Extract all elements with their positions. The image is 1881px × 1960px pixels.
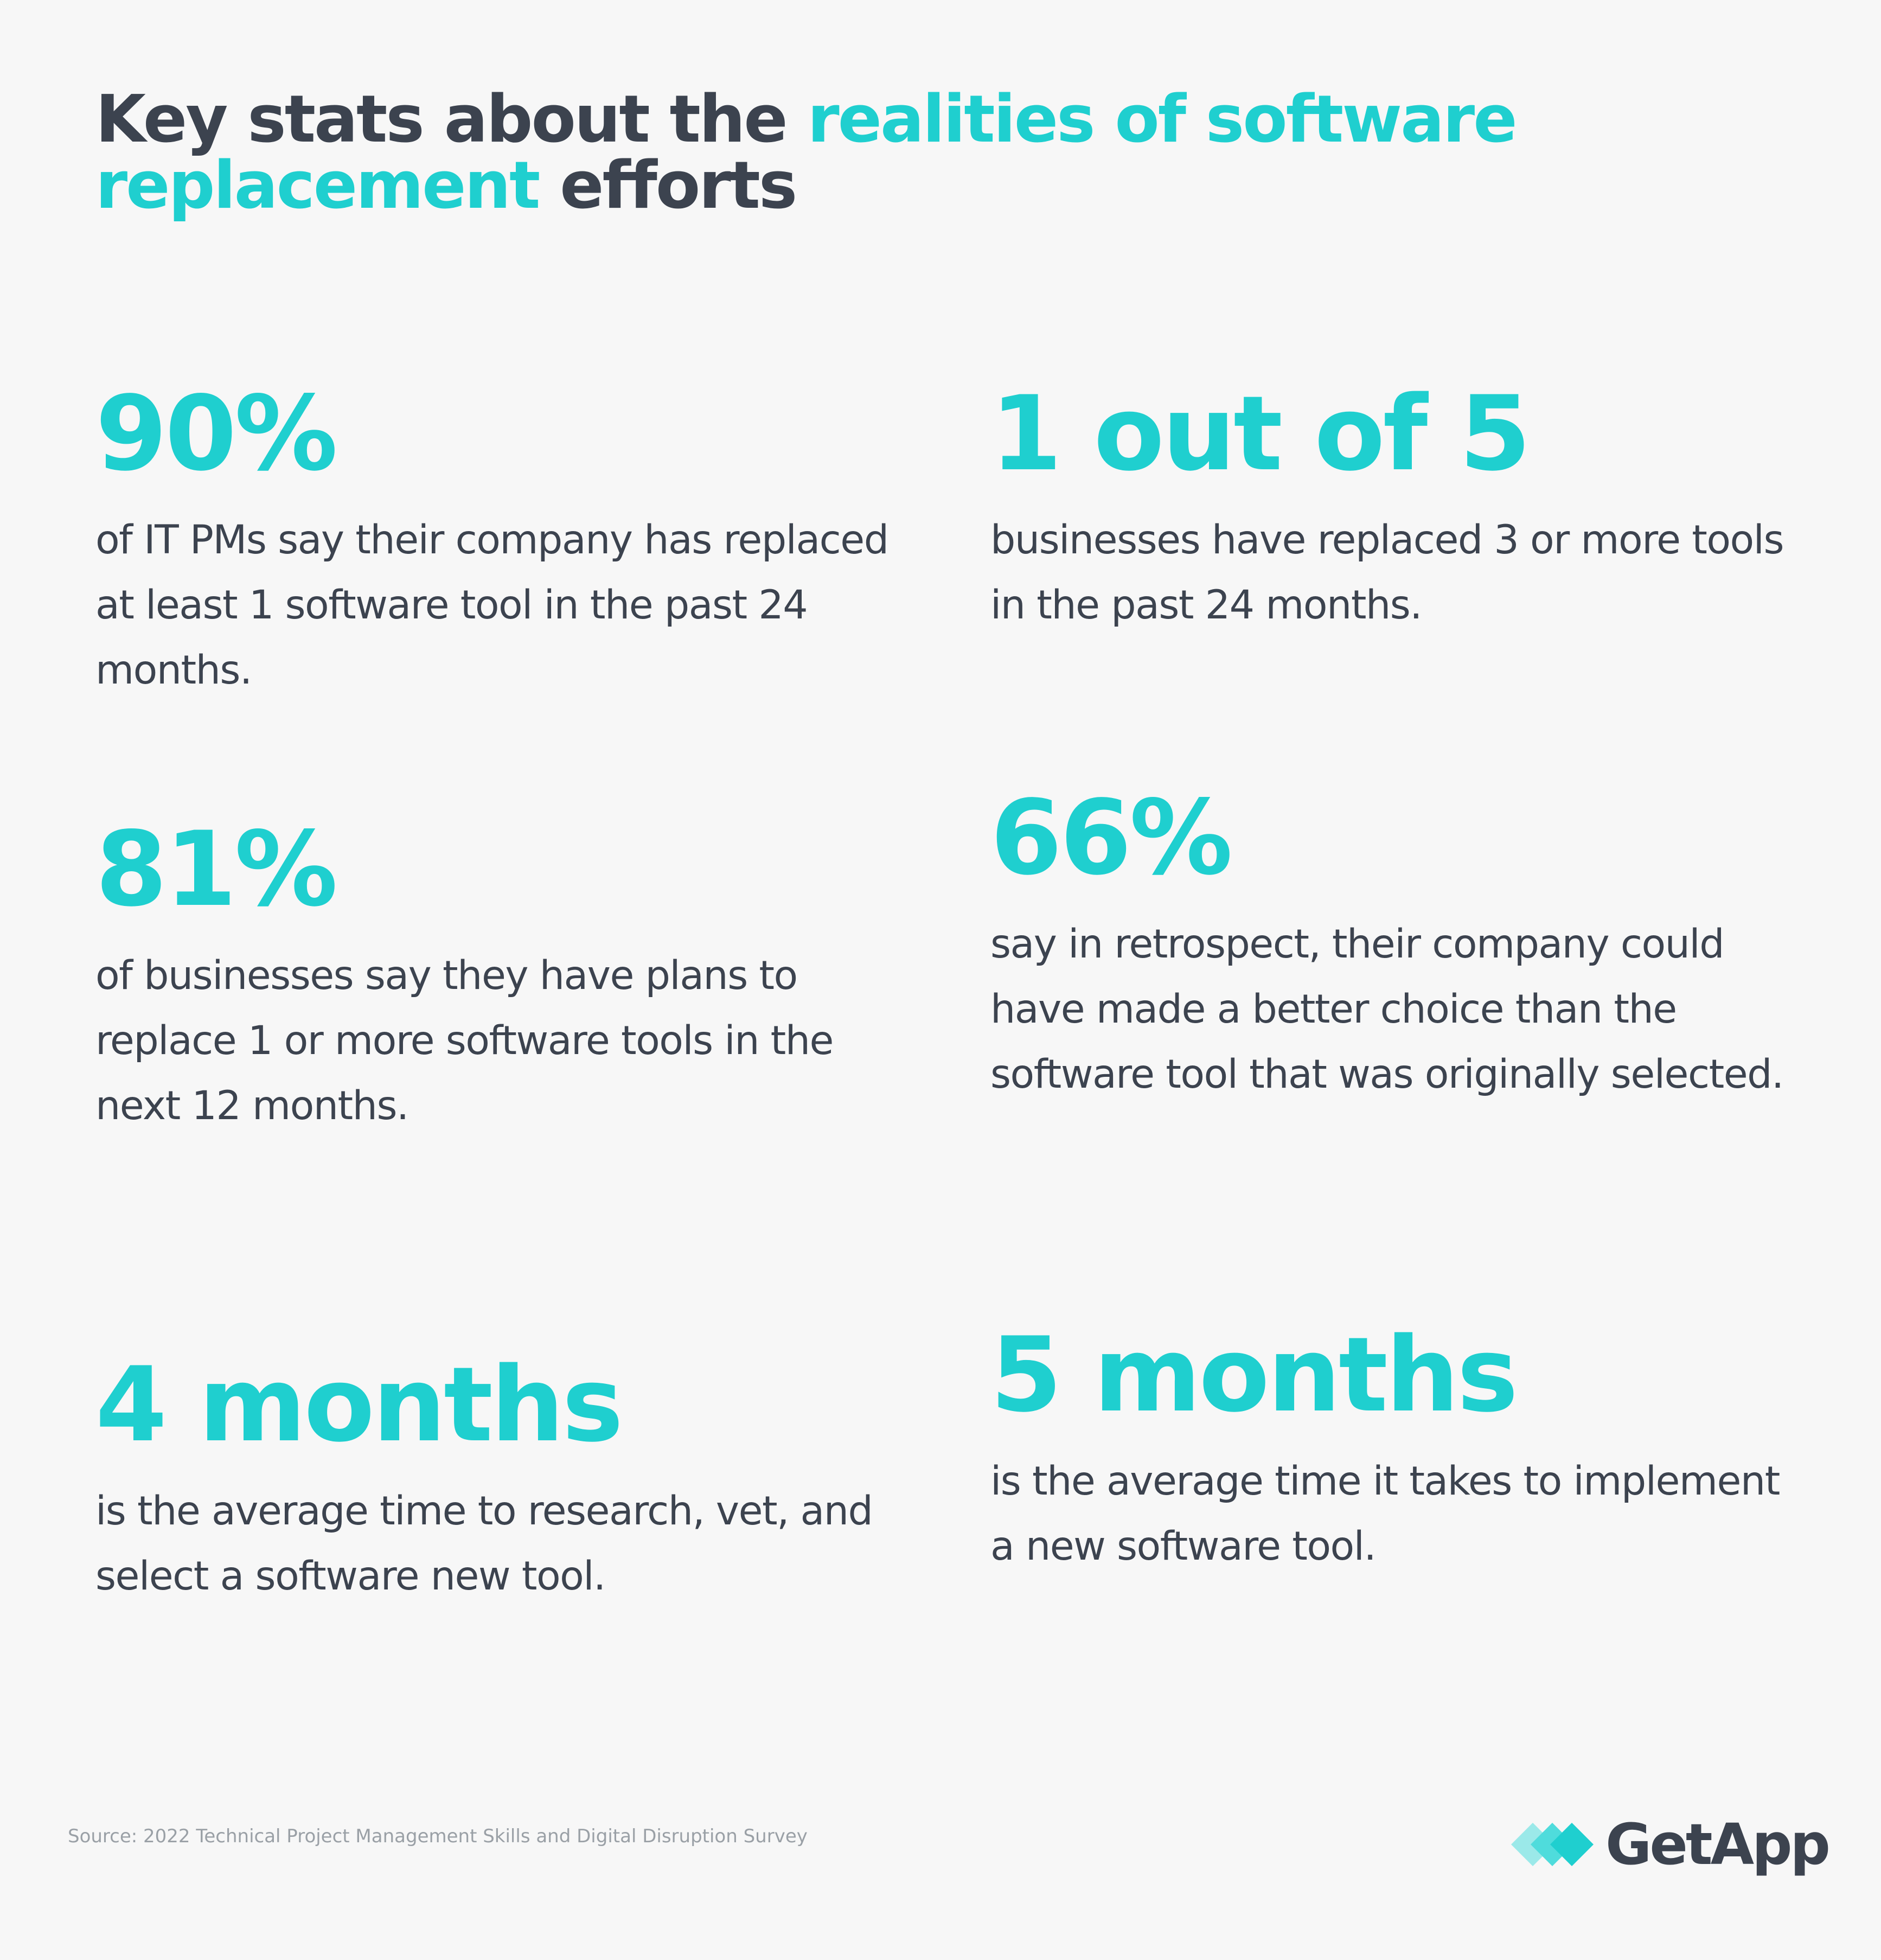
stat-description: of IT PMs say their company has replaced… xyxy=(95,517,889,693)
stat-description: is the average time it takes to implemen… xyxy=(990,1458,1780,1569)
stat-block-90-percent: 90% of IT PMs say their company has repl… xyxy=(95,380,909,703)
stat-block-4-months: 4 months is the average time to research… xyxy=(95,1351,909,1609)
title-part1: Key stats about the xyxy=(95,82,808,157)
source-note: Source: 2022 Technical Project Managemen… xyxy=(68,1825,808,1847)
stat-description: say in retrospect, their company could h… xyxy=(990,921,1784,1097)
stat-value: 5 months xyxy=(990,1315,1518,1435)
stat-description: of businesses say they have plans to rep… xyxy=(95,953,834,1129)
stat-value: 4 months xyxy=(95,1345,623,1465)
title-accent: realities of software replacement xyxy=(95,82,1518,224)
stat-description: is the average time to research, vet, an… xyxy=(95,1488,873,1599)
stat-value: 66% xyxy=(990,778,1233,898)
getapp-logo-icon xyxy=(1511,1823,1594,1866)
stat-block-81-percent: 81% of businesses say they have plans to… xyxy=(95,815,909,1139)
stat-block-66-percent: 66% say in retrospect, their company cou… xyxy=(990,784,1804,1107)
stat-value: 81% xyxy=(95,809,338,929)
stat-block-5-months: 5 months is the average time it takes to… xyxy=(990,1321,1804,1579)
stat-value: 90% xyxy=(95,374,338,494)
stat-description: businesses have replaced 3 or more tools… xyxy=(990,517,1784,628)
title-part2: efforts xyxy=(539,148,797,224)
page-title: Key stats about the realities of softwar… xyxy=(95,87,1804,219)
stat-block-1-out-of-5: 1 out of 5 businesses have replaced 3 or… xyxy=(990,380,1804,638)
stat-value: 1 out of 5 xyxy=(990,374,1531,494)
getapp-logo: GetApp xyxy=(1511,1806,1831,1882)
logo-text: GetApp xyxy=(1605,1811,1831,1878)
